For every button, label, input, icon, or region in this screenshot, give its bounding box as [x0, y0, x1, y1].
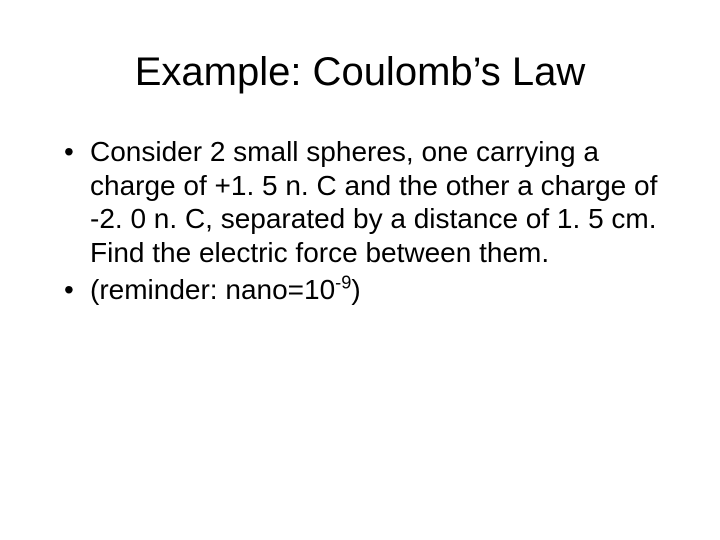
slide-body: Consider 2 small spheres, one carrying a…: [50, 135, 670, 307]
bullet-text-post: ): [351, 274, 360, 305]
list-item: (reminder: nano=10-9): [60, 273, 670, 307]
list-item: Consider 2 small spheres, one carrying a…: [60, 135, 670, 269]
slide-title: Example: Coulomb’s Law: [50, 50, 670, 95]
bullet-text-pre: (reminder: nano=10: [90, 274, 335, 305]
slide: Example: Coulomb’s Law Consider 2 small …: [0, 0, 720, 540]
superscript: -9: [335, 273, 351, 293]
bullet-list: Consider 2 small spheres, one carrying a…: [60, 135, 670, 307]
bullet-text: Consider 2 small spheres, one carrying a…: [90, 136, 657, 268]
